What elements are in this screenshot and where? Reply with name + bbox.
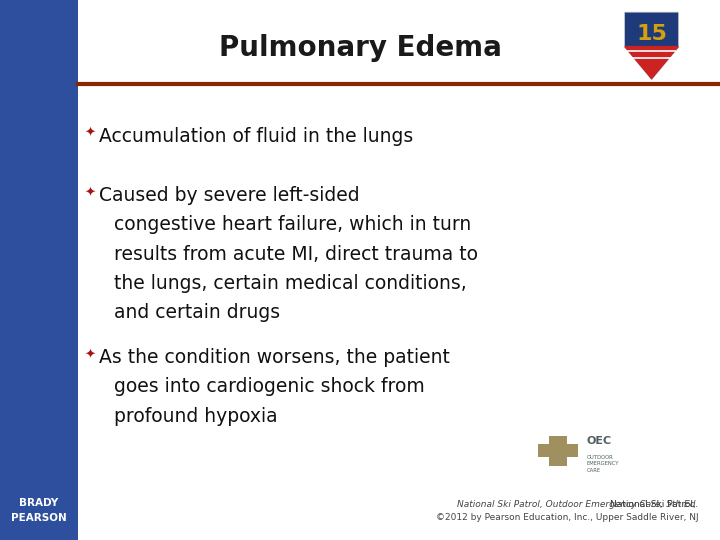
FancyBboxPatch shape bbox=[0, 0, 78, 540]
Text: Pulmonary Edema: Pulmonary Edema bbox=[219, 33, 501, 62]
Bar bbox=[538, 444, 578, 457]
Text: ✦: ✦ bbox=[84, 186, 96, 199]
Text: ✦: ✦ bbox=[84, 127, 96, 140]
Text: Caused by severe left-sided: Caused by severe left-sided bbox=[99, 186, 360, 205]
Text: congestive heart failure, which in turn: congestive heart failure, which in turn bbox=[114, 215, 471, 234]
Text: results from acute MI, direct trauma to: results from acute MI, direct trauma to bbox=[114, 245, 478, 264]
Text: PEARSON: PEARSON bbox=[11, 514, 67, 523]
Text: BRADY: BRADY bbox=[19, 498, 58, 508]
Text: 15: 15 bbox=[636, 24, 667, 44]
Text: the lungs, certain medical conditions,: the lungs, certain medical conditions, bbox=[114, 274, 467, 293]
Text: and certain drugs: and certain drugs bbox=[114, 303, 280, 322]
Text: OUTDOOR
EMERGENCY
CARE: OUTDOOR EMERGENCY CARE bbox=[587, 455, 619, 472]
Text: As the condition worsens, the patient: As the condition worsens, the patient bbox=[99, 348, 450, 367]
Bar bbox=[549, 436, 567, 466]
Text: ©2012 by Pearson Education, Inc., Upper Saddle River, NJ: ©2012 by Pearson Education, Inc., Upper … bbox=[436, 513, 698, 522]
Polygon shape bbox=[625, 12, 679, 79]
Polygon shape bbox=[625, 46, 679, 79]
Text: goes into cardiogenic shock from: goes into cardiogenic shock from bbox=[114, 377, 425, 396]
Text: OEC: OEC bbox=[587, 436, 612, 446]
Text: National Ski Patrol, Outdoor Emergency Care, 5th Ed.: National Ski Patrol, Outdoor Emergency C… bbox=[457, 501, 698, 509]
Text: Accumulation of fluid in the lungs: Accumulation of fluid in the lungs bbox=[99, 127, 413, 146]
Text: National Ski Patrol,: National Ski Patrol, bbox=[610, 501, 698, 509]
Text: ✦: ✦ bbox=[84, 348, 96, 361]
Text: profound hypoxia: profound hypoxia bbox=[114, 407, 277, 426]
